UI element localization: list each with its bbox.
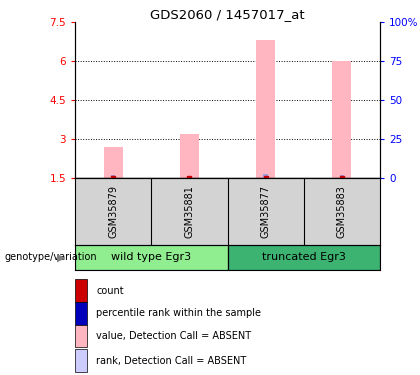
- Text: GSM35877: GSM35877: [261, 185, 270, 238]
- Bar: [104, 147, 123, 178]
- Bar: [75, 279, 87, 302]
- Text: wild type Egr3: wild type Egr3: [111, 252, 192, 262]
- Title: GDS2060 / 1457017_at: GDS2060 / 1457017_at: [150, 8, 305, 21]
- Bar: [187, 176, 192, 178]
- Bar: [332, 61, 352, 178]
- Text: truncated Egr3: truncated Egr3: [262, 252, 346, 262]
- Text: rank, Detection Call = ABSENT: rank, Detection Call = ABSENT: [96, 356, 247, 366]
- Text: GSM35881: GSM35881: [184, 185, 194, 238]
- Text: ▶: ▶: [57, 252, 66, 262]
- Text: count: count: [96, 285, 124, 296]
- Bar: [111, 175, 116, 178]
- Bar: [75, 245, 228, 270]
- Bar: [263, 174, 268, 178]
- Bar: [75, 349, 87, 372]
- Text: GSM35879: GSM35879: [108, 185, 118, 238]
- Text: value, Detection Call = ABSENT: value, Detection Call = ABSENT: [96, 331, 252, 341]
- Bar: [228, 245, 380, 270]
- Bar: [340, 175, 344, 178]
- Bar: [75, 302, 87, 324]
- Bar: [180, 134, 199, 178]
- Text: percentile rank within the sample: percentile rank within the sample: [96, 308, 261, 318]
- Text: GSM35883: GSM35883: [337, 185, 347, 238]
- Text: genotype/variation: genotype/variation: [4, 252, 97, 262]
- Bar: [256, 40, 275, 178]
- Bar: [75, 324, 87, 347]
